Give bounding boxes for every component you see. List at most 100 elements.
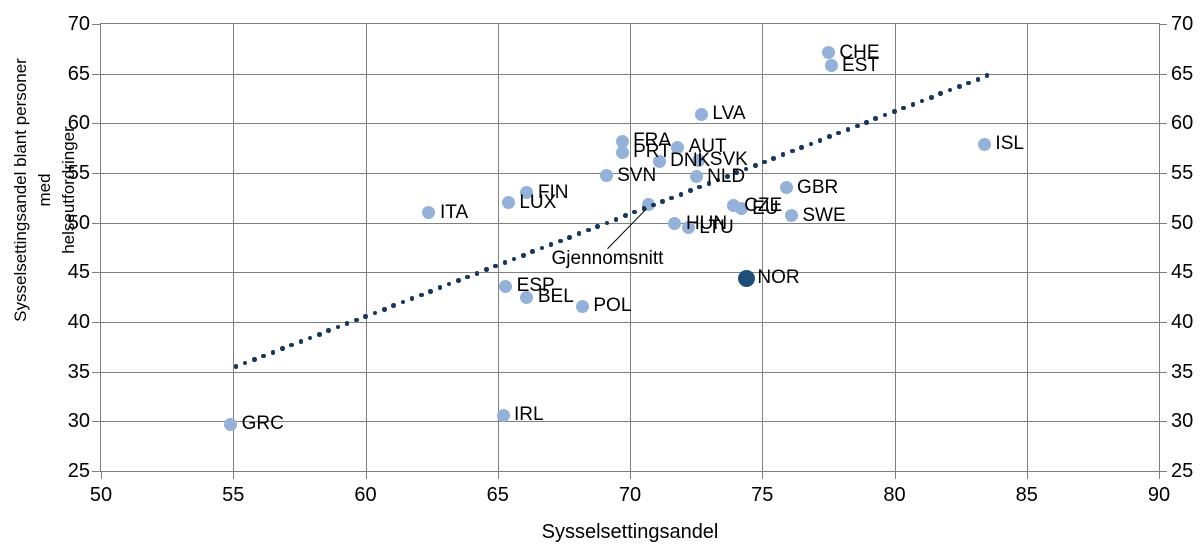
y-tick-right-35	[1159, 371, 1167, 373]
data-point-label-POL: POL	[593, 295, 632, 317]
trendline-dot	[391, 303, 396, 308]
gridline-y-50	[101, 222, 1159, 224]
data-point-SVN	[599, 169, 613, 183]
trendline-dot	[697, 184, 702, 190]
data-point-label-EU: EU	[752, 197, 779, 219]
data-point-label-LTU: LTU	[699, 216, 734, 238]
trendline-dot	[975, 76, 981, 82]
trendline-dot	[947, 87, 953, 93]
trendline-dot	[474, 270, 480, 276]
y-tick-label-left-40: 40	[67, 311, 90, 333]
gridline-x-55	[233, 24, 235, 471]
data-point-label-HUN: HUN	[685, 212, 728, 234]
data-point-label-BEL: BEL	[537, 286, 574, 308]
annotation-gjennomsnitt: Gjennomsnitt	[551, 247, 664, 269]
data-point-label-SVK: SVK	[709, 149, 748, 171]
gridline-x-65	[497, 24, 499, 471]
trendline-dot	[576, 231, 582, 237]
trendline-dot	[317, 332, 322, 337]
y-tick-label-left-60: 60	[67, 112, 90, 135]
trendline-dot	[595, 224, 600, 229]
x-tick-75	[762, 471, 764, 479]
data-point-label-NLD: NLD	[707, 165, 746, 187]
y-tick-label-left-50: 50	[67, 211, 90, 234]
y-tick-left-40	[92, 322, 100, 323]
data-point-label-SVN: SVN	[617, 164, 657, 186]
trendline-dot	[845, 127, 851, 132]
plot-area	[100, 23, 1160, 472]
trendline-dot	[502, 260, 508, 265]
y-tick-label-right-60: 60	[1171, 112, 1194, 135]
trendline-dot	[827, 134, 832, 140]
data-point-IRL	[496, 408, 510, 422]
y-tick-right-40	[1159, 322, 1167, 323]
y-tick-label-left-45: 45	[67, 261, 90, 284]
y-axis-title-line2: helseutfordringer	[59, 126, 78, 254]
y-axis-title: Sysselsettingsandel blant personer med h…	[9, 40, 78, 340]
trendline-dot	[808, 141, 814, 147]
trendline-dot	[836, 130, 841, 136]
y-tick-right-55	[1159, 173, 1167, 174]
trendline-dot	[539, 245, 545, 251]
trendline-dot	[956, 84, 962, 89]
trendline-dot	[400, 299, 406, 305]
trendline-dot	[344, 321, 350, 326]
y-tick-left-60	[92, 123, 100, 125]
y-tick-right-65	[1159, 73, 1167, 75]
trendline-dot	[873, 116, 879, 122]
data-point-label-CHE: CHE	[839, 41, 880, 63]
y-tick-label-right-70: 70	[1171, 13, 1194, 35]
x-tick-label-55: 55	[222, 484, 245, 506]
y-tick-label-left-70: 70	[67, 13, 90, 35]
trendline-dot	[363, 314, 369, 319]
x-tick-90	[1159, 471, 1160, 479]
trendline-dot	[613, 217, 619, 222]
data-point-label-CZE: CZE	[744, 194, 783, 216]
trendline-dot	[298, 339, 304, 344]
trendline-dot	[326, 328, 331, 334]
data-point-label-ITA: ITA	[439, 201, 469, 223]
trendline-dot	[790, 148, 795, 154]
gridline-x-80	[894, 24, 896, 471]
trendline-dot	[817, 138, 823, 143]
y-tick-left-35	[92, 371, 100, 373]
y-tick-right-50	[1159, 222, 1167, 224]
y-tick-label-right-40: 40	[1171, 311, 1194, 333]
data-point-label-GBR: GBR	[797, 176, 839, 198]
trendline-dot	[465, 274, 471, 280]
y-tick-label-left-55: 55	[67, 162, 90, 184]
data-point-label-PRT: PRT	[633, 141, 671, 163]
trendline-dot	[261, 353, 266, 359]
trendline-dot	[270, 350, 276, 355]
trendline-dot	[381, 306, 387, 312]
y-tick-label-right-50: 50	[1171, 211, 1194, 234]
x-tick-label-75: 75	[751, 484, 774, 506]
data-point-label-NOR: NOR	[757, 267, 800, 289]
data-point-label-FIN: FIN	[537, 181, 569, 203]
data-point-BEL	[520, 290, 534, 304]
data-point-AUT	[671, 140, 685, 154]
data-point-SVK	[692, 153, 706, 167]
trendline-dot	[456, 278, 461, 283]
trendline-dot	[706, 181, 712, 186]
trendline-dot	[567, 235, 573, 240]
trendline-dot	[984, 73, 990, 78]
data-point-NOR	[737, 269, 755, 287]
data-point-POL	[575, 299, 589, 313]
trendline-dot	[864, 120, 869, 125]
gridline-x-75	[762, 24, 764, 471]
y-tick-label-right-55: 55	[1171, 162, 1194, 184]
data-point-GRC	[224, 417, 238, 431]
trendline-dot	[428, 288, 433, 294]
trendline-dot	[354, 317, 359, 323]
trendline-dot	[307, 335, 313, 341]
x-tick-50	[101, 471, 102, 479]
data-point-CHE	[821, 46, 835, 60]
gridline-x-60	[365, 24, 367, 471]
trendline-dot	[548, 242, 554, 247]
trendline-dot	[752, 163, 758, 168]
gridline-y-30	[101, 421, 1159, 423]
trendline-dot	[419, 292, 424, 298]
trendline-dot	[780, 152, 786, 157]
y-tick-label-right-30: 30	[1171, 410, 1194, 433]
